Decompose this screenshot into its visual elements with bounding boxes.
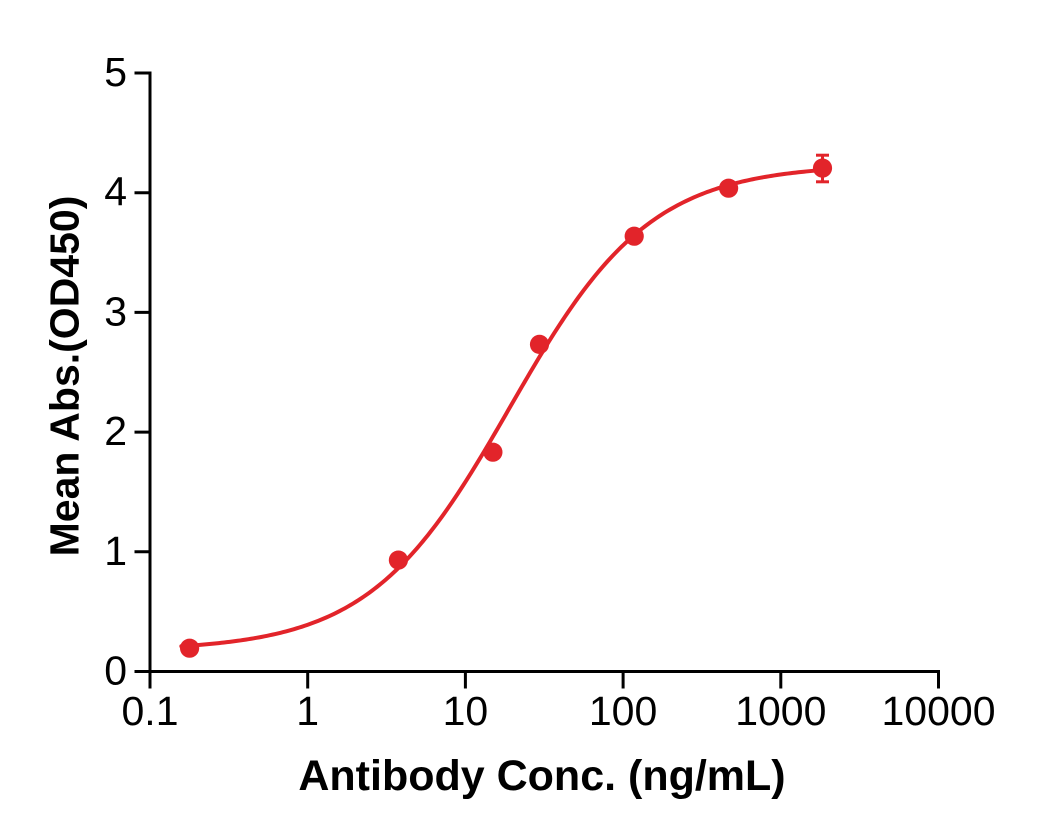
- svg-text:100: 100: [589, 688, 657, 734]
- svg-text:4: 4: [104, 169, 127, 215]
- svg-text:10: 10: [443, 688, 489, 734]
- svg-text:3: 3: [104, 288, 127, 334]
- svg-text:1: 1: [296, 688, 319, 734]
- svg-text:1000: 1000: [735, 688, 826, 734]
- svg-text:Mean Abs.(OD450): Mean Abs.(OD450): [42, 196, 88, 557]
- svg-text:10000: 10000: [881, 688, 995, 734]
- svg-text:0: 0: [104, 648, 127, 694]
- svg-text:Antibody Conc. (ng/mL): Antibody Conc. (ng/mL): [298, 752, 785, 800]
- svg-text:2: 2: [104, 408, 127, 454]
- svg-text:1: 1: [104, 528, 127, 574]
- svg-text:0.1: 0.1: [122, 688, 179, 734]
- svg-text:5: 5: [104, 49, 127, 95]
